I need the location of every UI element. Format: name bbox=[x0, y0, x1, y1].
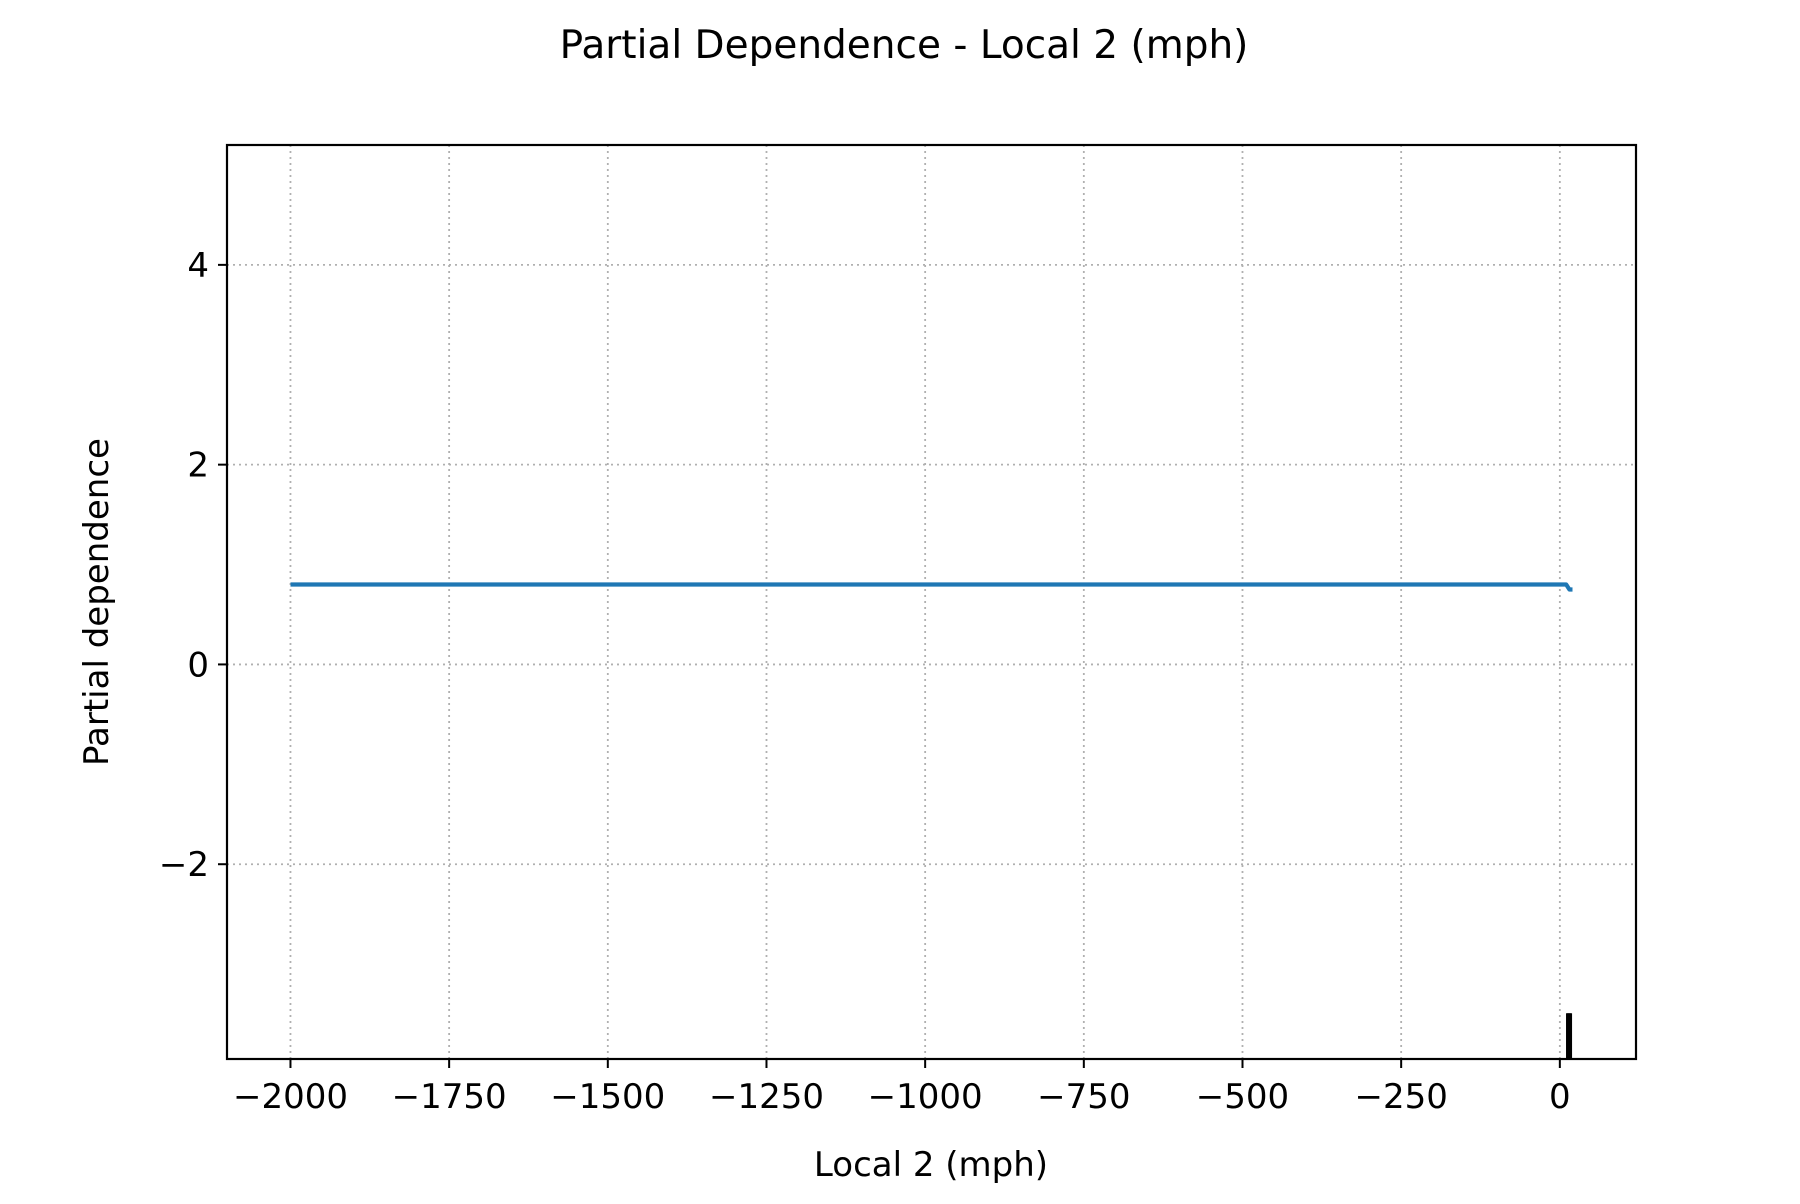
rug-layer bbox=[1566, 1013, 1573, 1059]
y-tick-label: −2 bbox=[159, 845, 209, 885]
y-tick-label: 2 bbox=[187, 446, 209, 486]
x-tick-label: −1500 bbox=[550, 1077, 665, 1117]
x-axis-ticks: −2000 −1750 −1500 −1250 −1000 −750 −500 −250 0 bbox=[233, 1059, 1571, 1117]
plot-frame bbox=[225, 143, 1638, 1061]
y-axis-ticks: −2 0 2 4 bbox=[159, 246, 227, 885]
y-axis-label: Partial dependence bbox=[77, 438, 117, 766]
series-line bbox=[290, 582, 1573, 592]
x-tick-label: −1250 bbox=[709, 1077, 824, 1117]
x-tick-label: −500 bbox=[1196, 1077, 1289, 1117]
x-axis-label: Local 2 (mph) bbox=[814, 1145, 1048, 1185]
y-tick-label: 4 bbox=[187, 246, 209, 286]
chart-title: Partial Dependence - Local 2 (mph) bbox=[560, 23, 1249, 68]
series-layer bbox=[290, 582, 1573, 592]
x-tick-label: −2000 bbox=[233, 1077, 348, 1117]
x-tick-label: −750 bbox=[1037, 1077, 1130, 1117]
x-tick-label: −1000 bbox=[868, 1077, 983, 1117]
x-tick-label: 0 bbox=[1549, 1077, 1571, 1117]
grid-layer bbox=[227, 145, 1636, 1059]
y-tick-label: 0 bbox=[187, 645, 209, 685]
x-tick-label: −1750 bbox=[392, 1077, 507, 1117]
x-tick-label: −250 bbox=[1354, 1077, 1447, 1117]
